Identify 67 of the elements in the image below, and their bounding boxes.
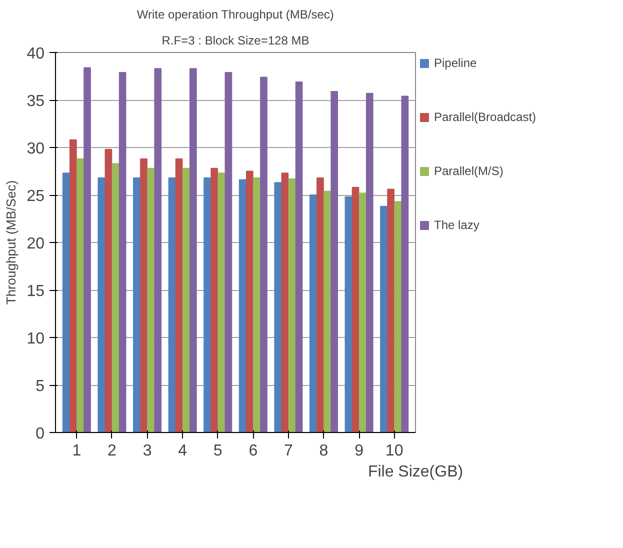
bar <box>189 68 197 432</box>
y-tick-label: 25 <box>26 188 45 205</box>
y-tick-label: 35 <box>26 93 45 110</box>
bar <box>380 206 388 432</box>
chart-subtitle: R.F=3 : Block Size=128 MB <box>162 34 310 48</box>
y-axis-title: Throughput (MB/Sec) <box>4 180 19 305</box>
bar <box>218 172 226 432</box>
x-axis-title: File Size(GB) <box>368 464 464 480</box>
legend-label: Parallel(M/S) <box>434 164 504 178</box>
bar <box>274 182 282 432</box>
bar <box>98 177 106 432</box>
bar <box>118 72 126 432</box>
bar <box>182 168 190 432</box>
x-tick-label: 10 <box>385 442 404 460</box>
bar <box>309 194 317 432</box>
chart-title: Write operation Throughput (MB/sec) <box>136 8 334 22</box>
bar <box>295 81 303 432</box>
bar <box>210 168 218 432</box>
y-tick-label: 0 <box>36 426 45 442</box>
bar <box>224 72 232 432</box>
bar <box>112 163 120 432</box>
legend-label: The lazy <box>434 218 480 232</box>
x-tick-label: 8 <box>319 442 328 460</box>
y-tick-label: 40 <box>26 46 45 62</box>
bar <box>84 67 91 432</box>
bar <box>281 172 289 432</box>
bar <box>394 201 402 432</box>
y-tick-label: 20 <box>26 236 45 252</box>
bar <box>324 190 331 432</box>
bar <box>260 76 268 432</box>
bar <box>344 196 352 432</box>
y-tick-label: 5 <box>36 378 45 395</box>
bar <box>358 192 366 432</box>
bar <box>154 68 162 432</box>
bar <box>204 177 211 432</box>
bar <box>62 172 70 432</box>
bar <box>288 178 296 432</box>
legend-label: Pipeline <box>434 56 477 70</box>
bar <box>246 170 254 432</box>
x-tick-label: 6 <box>248 442 258 460</box>
bar <box>238 179 246 432</box>
bar <box>366 92 374 432</box>
bar <box>168 177 176 432</box>
bar <box>253 177 260 432</box>
bar <box>76 158 84 432</box>
bar <box>387 188 394 432</box>
y-tick-label: 15 <box>26 283 45 300</box>
bar <box>175 158 183 432</box>
x-tick-label: 2 <box>108 442 117 460</box>
bar <box>401 96 409 432</box>
bar <box>316 177 324 432</box>
x-tick-label: 3 <box>142 442 152 460</box>
x-tick-label: 4 <box>178 442 188 460</box>
y-tick-label: 30 <box>26 140 45 158</box>
bar <box>140 158 148 432</box>
x-tick-label: 1 <box>72 442 82 460</box>
bar <box>147 168 154 432</box>
bar <box>133 177 140 432</box>
x-tick-label: 7 <box>284 442 293 460</box>
y-tick-label: 10 <box>26 330 45 348</box>
legend-label: Parallel(Broadcast) <box>434 110 536 124</box>
x-tick-label: 5 <box>213 442 222 460</box>
bar <box>352 186 360 432</box>
bar <box>330 90 338 432</box>
bar <box>104 148 112 432</box>
x-tick-label: 9 <box>354 442 364 460</box>
bar <box>69 139 77 432</box>
